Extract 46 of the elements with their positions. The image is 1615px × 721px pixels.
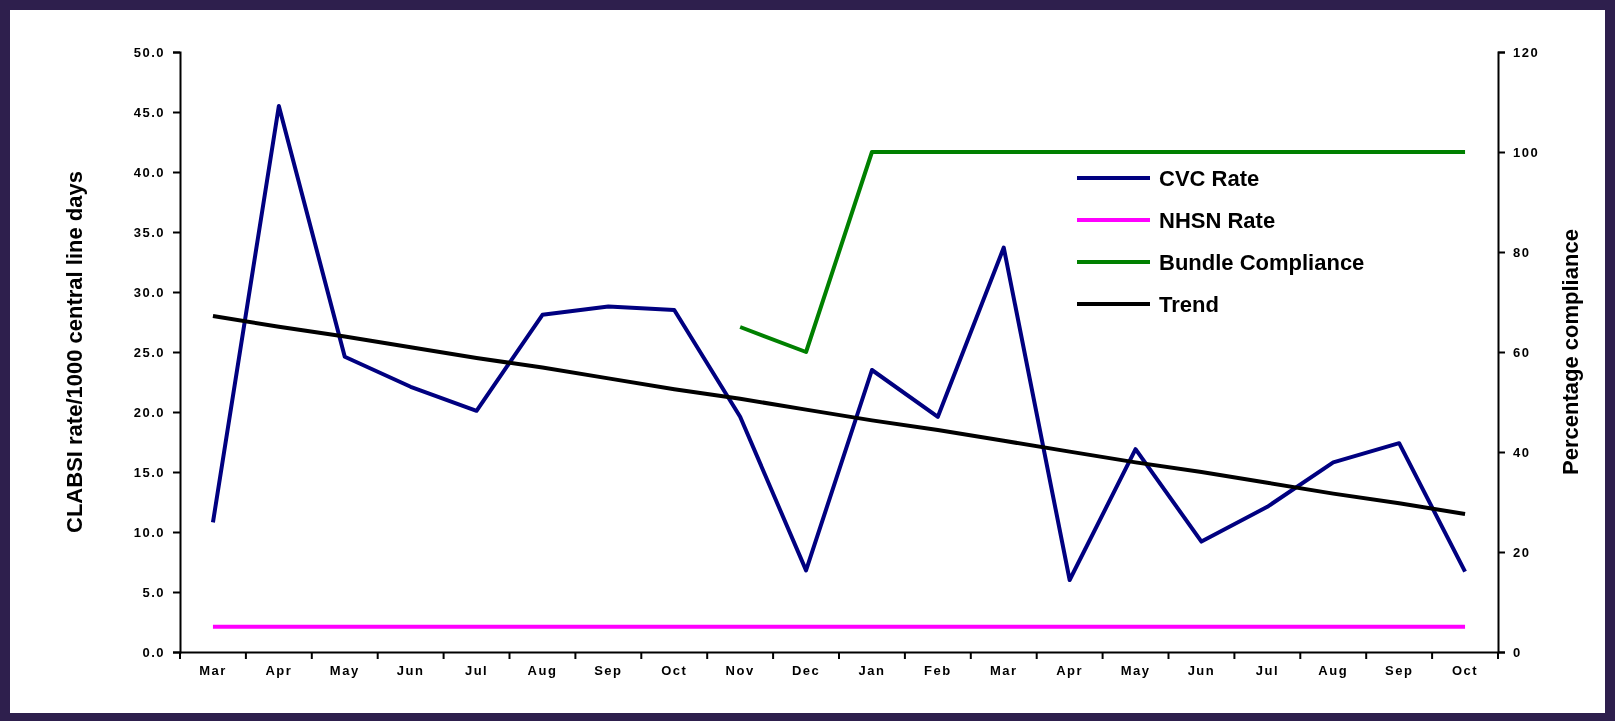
y2-tick-label: 120 [1513, 44, 1540, 60]
x-tick-label: Nov [725, 663, 755, 679]
x-tick-label: Apr [1056, 663, 1084, 679]
y2-tick-label: 60 [1513, 344, 1531, 360]
x-tick-label: Aug [1318, 663, 1349, 679]
x-tick-label: Oct [1451, 663, 1479, 679]
y2-tick-label: 40 [1513, 444, 1531, 460]
y-axis-title: CLABSI rate/1000 central line days [62, 171, 87, 533]
x-tick-label: Mar [989, 663, 1018, 679]
x-tick-label: Jul [1255, 663, 1279, 679]
y2-tick-label: 20 [1513, 544, 1531, 560]
y-tick-label: 40.0 [133, 164, 165, 180]
legend-label: NHSN Rate [1159, 208, 1276, 233]
x-tick-label: Sep [594, 663, 623, 679]
legend-label: Bundle Compliance [1159, 250, 1365, 275]
x-tick-label: Aug [527, 663, 558, 679]
y-tick-label: 0.0 [142, 644, 165, 660]
y-tick-label: 25.0 [133, 344, 165, 360]
y-tick-label: 45.0 [133, 104, 165, 120]
y2-tick-label: 80 [1513, 244, 1531, 260]
x-tick-label: Oct [661, 663, 688, 679]
legend-label: CVC Rate [1159, 166, 1260, 191]
x-tick-label: Mar [199, 663, 227, 679]
x-tick-label: Jan [858, 663, 886, 679]
y-tick-label: 30.0 [133, 284, 165, 300]
y2-tick-label: 100 [1513, 144, 1540, 160]
x-tick-label: Dec [791, 663, 821, 679]
y-tick-label: 20.0 [133, 404, 165, 420]
x-tick-label: Jul [464, 663, 489, 679]
y2-axis-title: Percentage compliance [1558, 229, 1583, 475]
line-series [210, 314, 1468, 516]
x-tick-label: Jun [1187, 663, 1216, 679]
y2-tick-label: 0 [1513, 644, 1522, 660]
y-tick-label: 50.0 [133, 44, 165, 60]
x-tick-label: Apr [265, 663, 293, 679]
y-tick-label: 5.0 [142, 584, 165, 600]
legend-label: Trend [1159, 292, 1219, 317]
line-series [210, 104, 1468, 582]
x-tick-label: Jun [396, 663, 425, 679]
x-tick-label: May [329, 663, 360, 679]
x-tick-label: Feb [924, 663, 952, 679]
y-tick-label: 35.0 [133, 224, 165, 240]
x-tick-label: Sep [1384, 663, 1414, 679]
y-tick-label: 10.0 [133, 524, 165, 540]
y-tick-label: 15.0 [133, 464, 165, 480]
x-tick-label: May [1120, 663, 1151, 679]
